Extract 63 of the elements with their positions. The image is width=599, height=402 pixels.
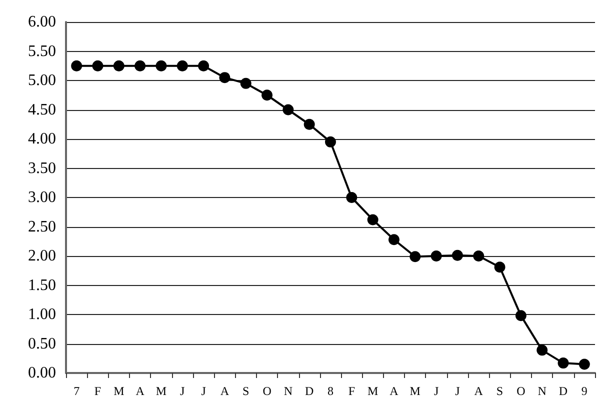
x-tick-label: 9 — [581, 384, 588, 398]
y-tick-label: 4.00 — [28, 130, 56, 148]
point — [494, 262, 506, 273]
point — [304, 118, 315, 130]
x-tick-label: S — [496, 384, 504, 398]
point — [325, 136, 336, 148]
point — [388, 234, 400, 246]
point — [452, 250, 463, 261]
x-tick-label: N — [538, 384, 547, 398]
y-tick-label: 0.00 — [28, 364, 56, 382]
x-tick-label: J — [434, 384, 439, 398]
y-tick-label: 1.00 — [28, 306, 56, 323]
point — [262, 90, 273, 101]
y-tick-label: 3.00 — [28, 189, 56, 206]
x-tick-label: N — [284, 384, 293, 398]
point — [367, 214, 378, 226]
point — [240, 78, 252, 89]
point — [198, 60, 210, 72]
point — [536, 344, 548, 356]
x-tick-label: A — [474, 384, 484, 398]
point — [176, 60, 188, 72]
x-tick-label: S — [242, 384, 250, 398]
x-tick-label: D — [305, 384, 314, 398]
y-tick-label: 5.00 — [28, 72, 56, 89]
point — [558, 358, 569, 369]
x-tick-label: A — [390, 384, 399, 398]
y-tick-label: 3.50 — [28, 160, 56, 177]
point — [430, 250, 442, 262]
point — [515, 310, 526, 322]
x-tick-label: O — [516, 384, 526, 398]
point — [134, 60, 146, 72]
x-tick-label: 7 — [74, 384, 80, 398]
point — [156, 60, 167, 72]
x-tick-label: A — [136, 384, 145, 398]
point — [219, 72, 230, 84]
point — [92, 60, 104, 72]
x-tick-label: F — [94, 384, 102, 398]
x-tick-label: M — [156, 384, 167, 398]
point — [113, 60, 124, 72]
x-tick-label: M — [410, 384, 421, 398]
point — [578, 358, 590, 370]
x-tick-label: M — [114, 384, 125, 398]
point — [473, 250, 484, 262]
x-tick-label: J — [180, 384, 186, 398]
point — [71, 60, 82, 72]
point — [282, 104, 294, 116]
y-tick-label: 1.50 — [28, 276, 56, 294]
x-tick-label: J — [455, 384, 460, 398]
x-tick-label: A — [220, 384, 230, 398]
x-tick-label: M — [367, 384, 378, 398]
x-tick-label: J — [201, 384, 206, 398]
y-tick-label: 0.50 — [28, 335, 56, 352]
y-tick-label: 2.00 — [28, 248, 56, 264]
x-tick-label: 8 — [328, 384, 334, 398]
x-tick-label: F — [348, 384, 356, 398]
y-tick-label: 5.50 — [28, 42, 56, 60]
y-tick-label: 6.00 — [28, 14, 56, 30]
point — [410, 251, 421, 262]
x-tick-label: D — [558, 384, 568, 398]
x-tick-label: O — [262, 384, 272, 398]
point — [346, 192, 358, 203]
y-tick-label: 2.50 — [28, 218, 56, 236]
y-tick-label: 4.50 — [28, 101, 56, 118]
